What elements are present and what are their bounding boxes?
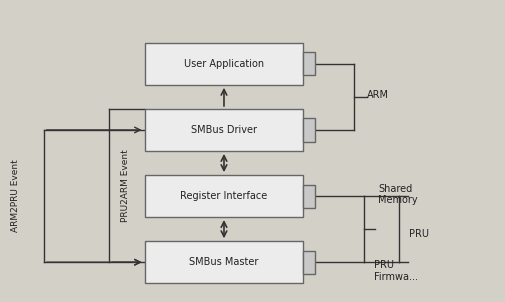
Text: SMBus Driver: SMBus Driver: [190, 125, 257, 135]
Bar: [144, 109, 303, 151]
Text: PRU: PRU: [409, 229, 429, 239]
Text: PRU
Firmwa...: PRU Firmwa...: [373, 260, 417, 282]
Text: Register Interface: Register Interface: [180, 191, 267, 201]
Text: ARM2PRU Event: ARM2PRU Event: [11, 160, 20, 233]
Bar: [303, 185, 314, 208]
Bar: [144, 43, 303, 85]
Bar: [303, 52, 314, 76]
Bar: [303, 251, 314, 274]
Text: Shared
Memory: Shared Memory: [377, 184, 417, 205]
Bar: [144, 175, 303, 217]
Text: ARM: ARM: [366, 90, 388, 100]
Bar: [303, 118, 314, 142]
Text: User Application: User Application: [183, 59, 264, 69]
Bar: [144, 241, 303, 283]
Text: SMBus Master: SMBus Master: [189, 257, 258, 267]
Text: PRU2ARM Event: PRU2ARM Event: [121, 149, 130, 222]
